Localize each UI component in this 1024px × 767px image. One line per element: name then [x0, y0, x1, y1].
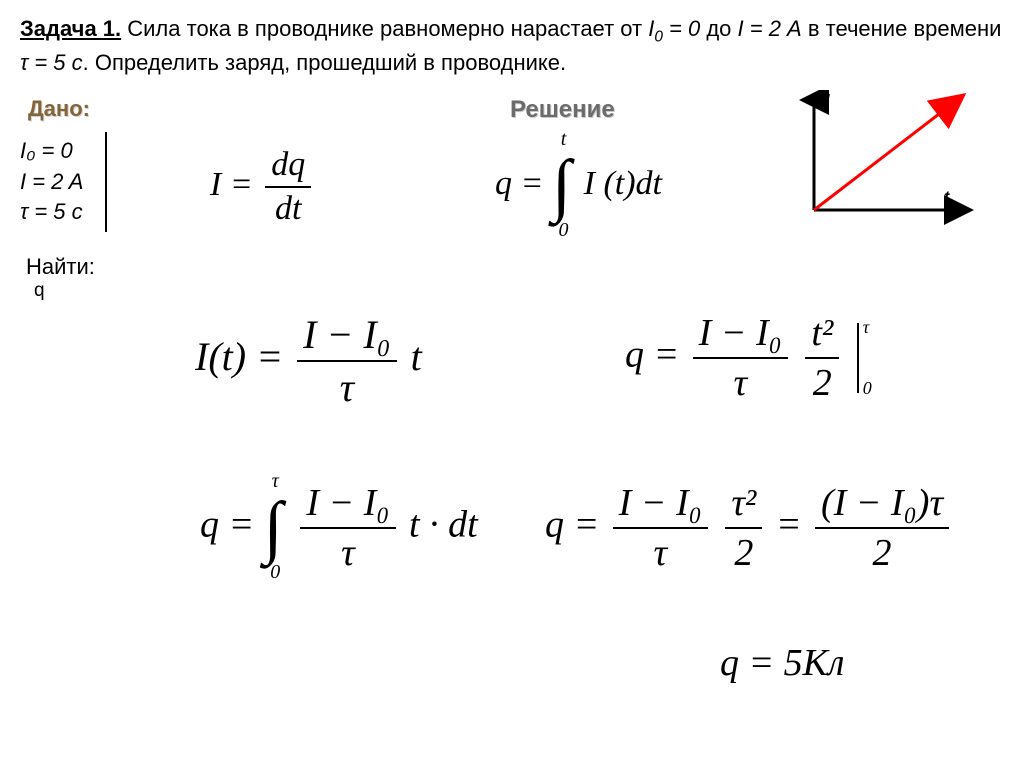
- current-vs-time-graph: I t: [794, 90, 974, 230]
- f4-num1: I − I₀: [693, 311, 788, 359]
- f1-den: dt: [265, 188, 311, 228]
- integral-icon: ∫: [552, 146, 571, 226]
- f3-num: I − I₀: [297, 311, 397, 362]
- integral-icon-2: ∫: [264, 488, 283, 568]
- f4-eval-lower: 0: [863, 378, 872, 399]
- problem-text-3: в течение времени: [802, 16, 1002, 41]
- f2-right: I (t)dt: [584, 165, 662, 202]
- f5-left: q =: [200, 504, 254, 546]
- f4-num2: t²: [805, 311, 839, 359]
- problem-text-4: . Определить заряд, прошедший в проводни…: [83, 50, 566, 75]
- given-line-0: I₀ = 0: [20, 136, 83, 167]
- f6-den2: 2: [725, 529, 762, 575]
- formula-current-def: I = dq dt: [210, 146, 315, 228]
- answer: q = 5Кл: [720, 641, 844, 685]
- given-list: I₀ = 0 I = 2 A τ = 5 с: [20, 132, 83, 232]
- f2-lower: 0: [559, 219, 569, 242]
- f6-left: q =: [545, 504, 599, 546]
- y-axis-label: I: [824, 91, 830, 113]
- i0-sub: 0: [654, 28, 663, 45]
- formula-charge-integral: q = t ∫ 0 I (t)dt: [495, 146, 662, 226]
- f5-right: t · dt: [409, 504, 478, 546]
- formula-charge-final: q = I − I₀ τ τ² 2 = (I − I₀)τ 2: [545, 481, 953, 575]
- f4-den1: τ: [693, 359, 788, 405]
- f6-den1: τ: [613, 529, 708, 575]
- formula-charge-integral-expanded: q = τ ∫ 0 I − I₀ τ t · dt: [200, 481, 478, 575]
- f1-num: dq: [265, 146, 311, 188]
- given-block: Дано: I₀ = 0 I = 2 A τ = 5 с Найти: q: [20, 96, 185, 302]
- given-line-2: τ = 5 с: [20, 197, 83, 228]
- f1-left: I =: [210, 166, 253, 203]
- x-axis-label: t: [944, 189, 950, 206]
- f6-num2: τ²: [725, 481, 762, 529]
- f5-den: τ: [300, 529, 395, 575]
- f5-num: I − I₀: [300, 481, 395, 529]
- problem-text-1: Сила тока в проводнике равномерно нараст…: [121, 16, 648, 41]
- problem-text-2: до: [700, 16, 737, 41]
- f4-eval-upper: τ: [863, 317, 869, 338]
- f6-num1: I − I₀: [613, 481, 708, 529]
- eval-bar: τ 0: [857, 323, 859, 393]
- problem-statement: Задача 1. Сила тока в проводнике равноме…: [20, 14, 1004, 78]
- find-var: q: [26, 280, 185, 302]
- solution-title: Решение: [510, 96, 615, 124]
- f5-lower: 0: [270, 561, 280, 584]
- f3-den: τ: [297, 362, 397, 411]
- current-line: [814, 104, 952, 210]
- given-title: Дано:: [20, 96, 185, 122]
- f4-left: q =: [625, 334, 679, 376]
- f6-eq: =: [776, 504, 802, 546]
- find-label: Найти:: [26, 254, 185, 280]
- f2-left: q =: [495, 165, 543, 202]
- formula-current-time: I(t) = I − I₀ τ t: [195, 311, 422, 411]
- find-block: Найти: q: [20, 254, 185, 302]
- f3-left: I(t) =: [195, 334, 283, 379]
- formula-charge-eval: q = I − I₀ τ t² 2 τ 0: [625, 311, 859, 405]
- i0-value: = 0: [663, 16, 700, 41]
- given-line-1: I = 2 A: [20, 167, 83, 198]
- problem-title: Задача 1.: [20, 16, 121, 41]
- f4-den2: 2: [805, 359, 839, 405]
- tau-value: = 5 с: [28, 50, 82, 75]
- f6-den3: 2: [815, 529, 949, 575]
- f6-num3: (I − I₀)τ: [815, 481, 949, 529]
- i-value: = 2 А: [744, 16, 802, 41]
- tau-label: τ: [20, 50, 28, 75]
- f3-right: t: [411, 334, 422, 379]
- given-divider: [105, 132, 107, 232]
